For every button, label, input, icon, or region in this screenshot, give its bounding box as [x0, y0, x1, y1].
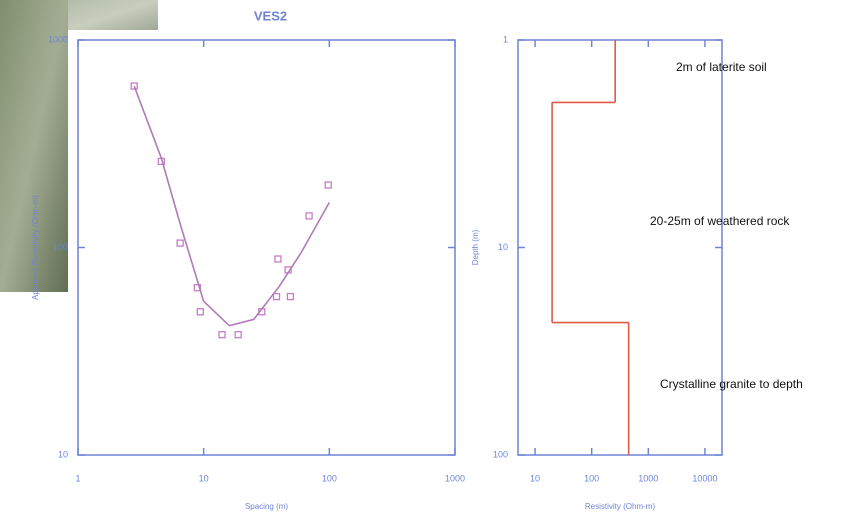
photo-fragment: [68, 0, 158, 30]
x-axis-label: Resistivity (Ohm-m): [585, 502, 656, 511]
x-tick-label: 10: [199, 473, 209, 483]
fit-line: [134, 86, 329, 326]
annotation: Crystalline granite to depth: [660, 377, 803, 391]
data-point: [274, 294, 280, 300]
data-point: [235, 332, 241, 338]
data-point: [306, 213, 312, 219]
screenshot: 1 10 100 1000 10 100 1000 Spacing (m) Apparent R…: [0, 0, 858, 522]
x-tick-label: 1000: [445, 473, 465, 483]
y-tick-label: 10: [58, 449, 68, 459]
chart-title: VES2: [254, 8, 287, 23]
y-axis-label: Depth (m): [471, 229, 480, 265]
plot-frame: [78, 40, 455, 455]
annotation: 2m of laterite soil: [676, 60, 767, 74]
data-point: [219, 332, 225, 338]
data-point: [197, 309, 203, 315]
x-tick-label: 10: [530, 473, 540, 483]
x-tick-label: 100: [322, 473, 337, 483]
plot-frame: [518, 40, 722, 455]
x-axis-label: Spacing (m): [245, 502, 288, 511]
data-point: [287, 294, 293, 300]
x-tick-label: 10000: [692, 473, 717, 483]
x-tick-label: 1: [75, 473, 80, 483]
y-tick-label: 100: [53, 242, 68, 252]
y-tick-label: 10: [498, 242, 508, 252]
annotation: 20-25m of weathered rock: [650, 214, 790, 228]
x-tick-label: 100: [584, 473, 599, 483]
y-tick-label: 100: [493, 449, 508, 459]
y-axis-label: Apparent Resistivity (Ohm-m): [31, 195, 40, 300]
data-point: [177, 240, 183, 246]
y-tick-label: 1: [503, 34, 508, 44]
x-tick-label: 1000: [638, 473, 658, 483]
y-tick-label: 1000: [48, 34, 68, 44]
data-point: [275, 256, 281, 262]
data-point: [325, 182, 331, 188]
